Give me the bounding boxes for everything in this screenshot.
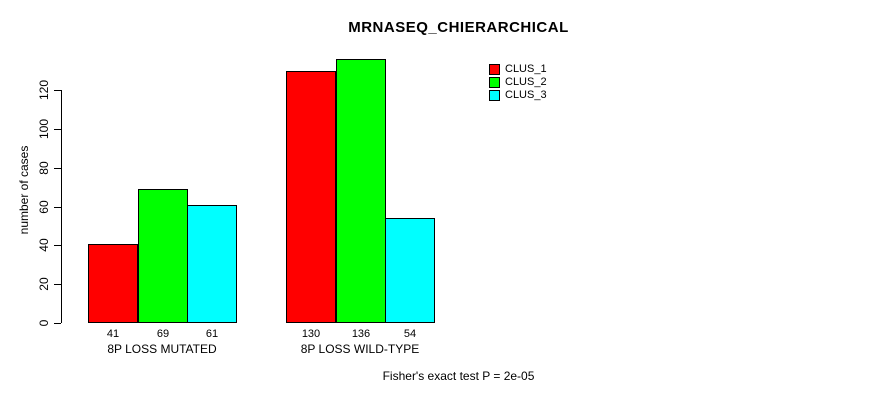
y-tick-mark [54,129,61,130]
y-axis-line [61,90,62,323]
y-tick-label: 60 [37,200,51,214]
legend-swatch-clus_1 [489,64,500,75]
bar-clus_2-group2 [336,59,386,323]
y-tick-label: 80 [37,161,51,175]
bar-value-label: 130 [301,328,321,340]
y-tick-label: 0 [37,319,51,327]
legend-item-clus_1: CLUS_1 [489,64,547,75]
bar-value-label: 61 [205,328,219,340]
x-category-label: 8P LOSS WILD-TYPE [300,342,420,356]
legend-swatch-clus_2 [489,77,500,88]
bar-clus_1-group2 [286,71,336,323]
bar-value-label: 41 [106,328,120,340]
legend: CLUS_1 CLUS_2 CLUS_3 [489,64,547,103]
legend-item-clus_2: CLUS_2 [489,77,547,88]
legend-label: CLUS_2 [505,76,547,88]
legend-swatch-clus_3 [489,90,500,101]
bar-clus_2-group1 [138,189,188,323]
chart-title: MRNASEQ_CHIERARCHICAL [348,19,569,36]
y-tick-mark [54,323,61,324]
legend-label: CLUS_3 [505,89,547,101]
y-tick-label: 40 [37,238,51,252]
y-tick-mark [54,207,61,208]
bar-clus_1-group1 [88,244,138,323]
y-tick-mark [54,90,61,91]
y-tick-mark [54,168,61,169]
y-tick-mark [54,284,61,285]
y-tick-mark [54,245,61,246]
x-category-label: 8P LOSS MUTATED [107,342,217,356]
bar-clus_3-group2 [385,218,435,323]
bar-value-label: 54 [403,328,417,340]
legend-label: CLUS_1 [505,63,547,75]
annotation-text: Fisher's exact test P = 2e-05 [382,369,535,383]
bar-value-label: 136 [351,328,371,340]
y-tick-label: 20 [37,277,51,291]
bar-clus_3-group1 [187,205,237,323]
bar-value-label: 69 [156,328,170,340]
legend-item-clus_3: CLUS_3 [489,90,547,101]
y-tick-label: 100 [37,118,51,140]
y-axis-label: number of cases [17,145,31,235]
y-tick-label: 120 [37,79,51,101]
